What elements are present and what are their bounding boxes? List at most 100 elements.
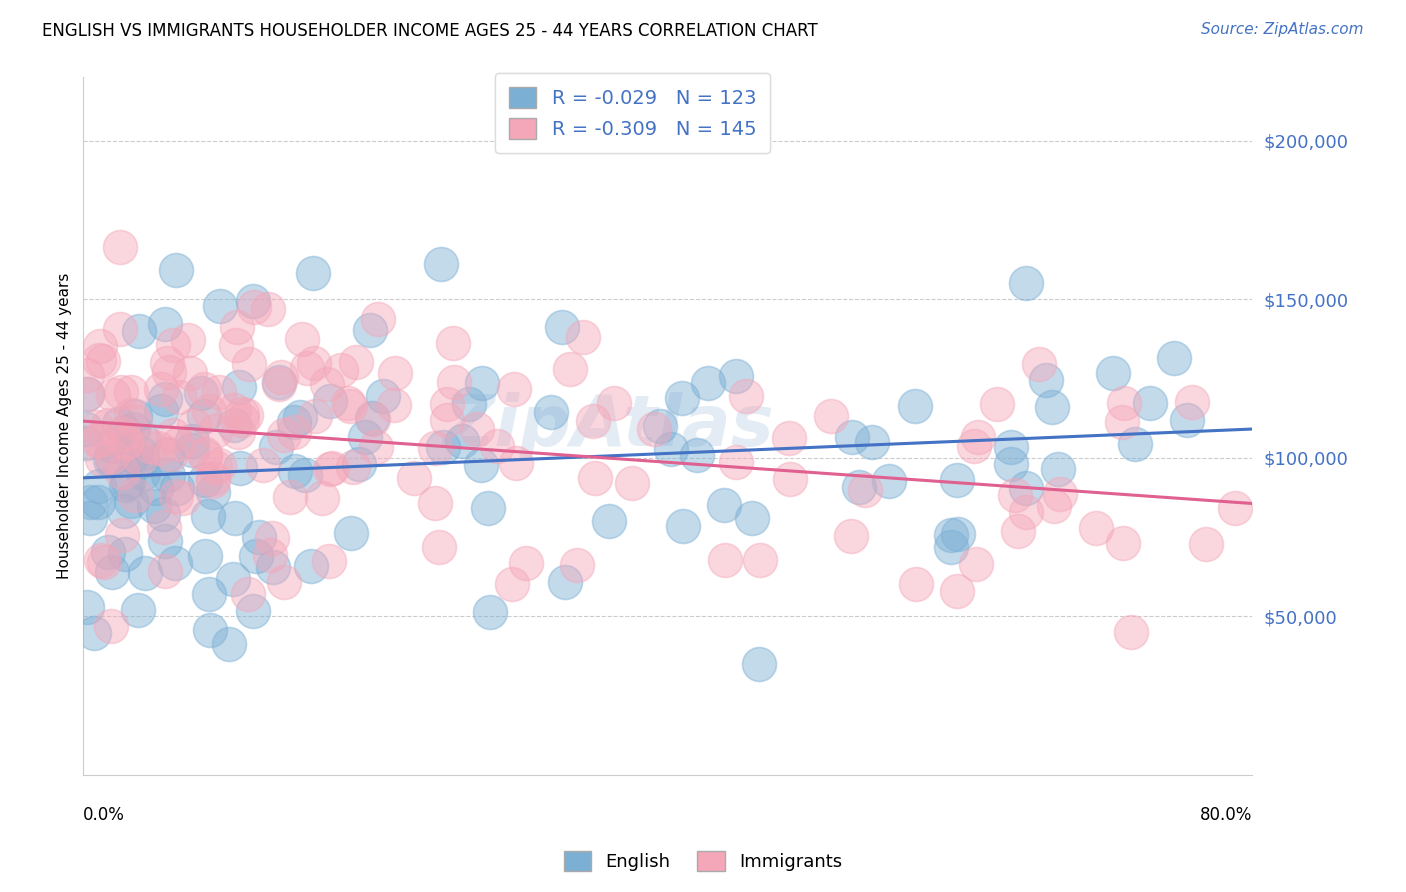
Point	[235, 409, 257, 423]
Point	[226, 425, 249, 439]
Point	[515, 556, 537, 570]
Point	[166, 481, 188, 495]
Point	[83, 626, 105, 640]
Point	[939, 527, 962, 541]
Point	[156, 467, 179, 482]
Point	[231, 413, 253, 427]
Point	[152, 519, 174, 533]
Point	[262, 531, 284, 545]
Point	[347, 457, 370, 471]
Point	[225, 338, 247, 352]
Point	[93, 354, 115, 368]
Point	[1015, 277, 1038, 291]
Point	[735, 389, 758, 403]
Point	[301, 267, 323, 281]
Point	[242, 293, 264, 308]
Point	[697, 376, 720, 390]
Point	[101, 565, 124, 579]
Point	[146, 441, 169, 455]
Point	[748, 553, 770, 567]
Point	[841, 430, 863, 444]
Point	[236, 587, 259, 601]
Point	[115, 434, 138, 448]
Point	[110, 385, 132, 400]
Point	[339, 526, 361, 541]
Point	[86, 433, 108, 447]
Point	[87, 353, 110, 368]
Point	[76, 387, 98, 401]
Point	[1195, 537, 1218, 551]
Point	[149, 382, 172, 396]
Point	[1123, 437, 1146, 451]
Point	[201, 485, 224, 500]
Point	[112, 426, 135, 441]
Point	[423, 496, 446, 510]
Point	[120, 493, 142, 508]
Point	[127, 603, 149, 617]
Point	[1015, 481, 1038, 495]
Point	[477, 500, 499, 515]
Point	[741, 511, 763, 525]
Point	[1035, 373, 1057, 387]
Point	[162, 338, 184, 352]
Point	[157, 365, 180, 379]
Point	[360, 411, 382, 425]
Point	[302, 355, 325, 369]
Point	[339, 399, 361, 413]
Point	[486, 439, 509, 453]
Point	[200, 623, 222, 637]
Point	[259, 548, 281, 562]
Point	[291, 332, 314, 346]
Point	[180, 443, 202, 458]
Point	[430, 257, 453, 271]
Point	[134, 566, 156, 581]
Point	[153, 564, 176, 578]
Point	[155, 356, 177, 370]
Point	[967, 430, 990, 444]
Point	[304, 409, 326, 423]
Point	[321, 460, 343, 475]
Point	[860, 434, 883, 449]
Point	[986, 397, 1008, 411]
Point	[228, 380, 250, 394]
Point	[194, 549, 217, 564]
Point	[451, 434, 474, 448]
Point	[218, 637, 240, 651]
Point	[904, 577, 927, 591]
Point	[131, 454, 153, 468]
Point	[222, 572, 245, 586]
Point	[671, 519, 693, 533]
Point	[558, 362, 581, 376]
Point	[848, 480, 870, 494]
Point	[879, 475, 901, 489]
Point	[1175, 413, 1198, 427]
Point	[201, 471, 224, 485]
Point	[112, 504, 135, 518]
Point	[1046, 462, 1069, 476]
Point	[384, 367, 406, 381]
Point	[103, 387, 125, 401]
Point	[209, 299, 232, 313]
Point	[1181, 394, 1204, 409]
Point	[1007, 524, 1029, 538]
Point	[124, 488, 146, 502]
Point	[153, 392, 176, 406]
Point	[946, 473, 969, 487]
Point	[139, 439, 162, 453]
Point	[124, 409, 146, 424]
Point	[100, 619, 122, 633]
Point	[86, 420, 108, 434]
Point	[1004, 488, 1026, 502]
Point	[1111, 535, 1133, 549]
Point	[363, 412, 385, 426]
Point	[229, 461, 252, 475]
Point	[501, 577, 523, 591]
Point	[319, 394, 342, 409]
Point	[231, 408, 253, 422]
Point	[479, 606, 502, 620]
Point	[224, 511, 246, 525]
Point	[90, 553, 112, 567]
Point	[249, 529, 271, 543]
Point	[120, 408, 142, 422]
Point	[101, 439, 124, 453]
